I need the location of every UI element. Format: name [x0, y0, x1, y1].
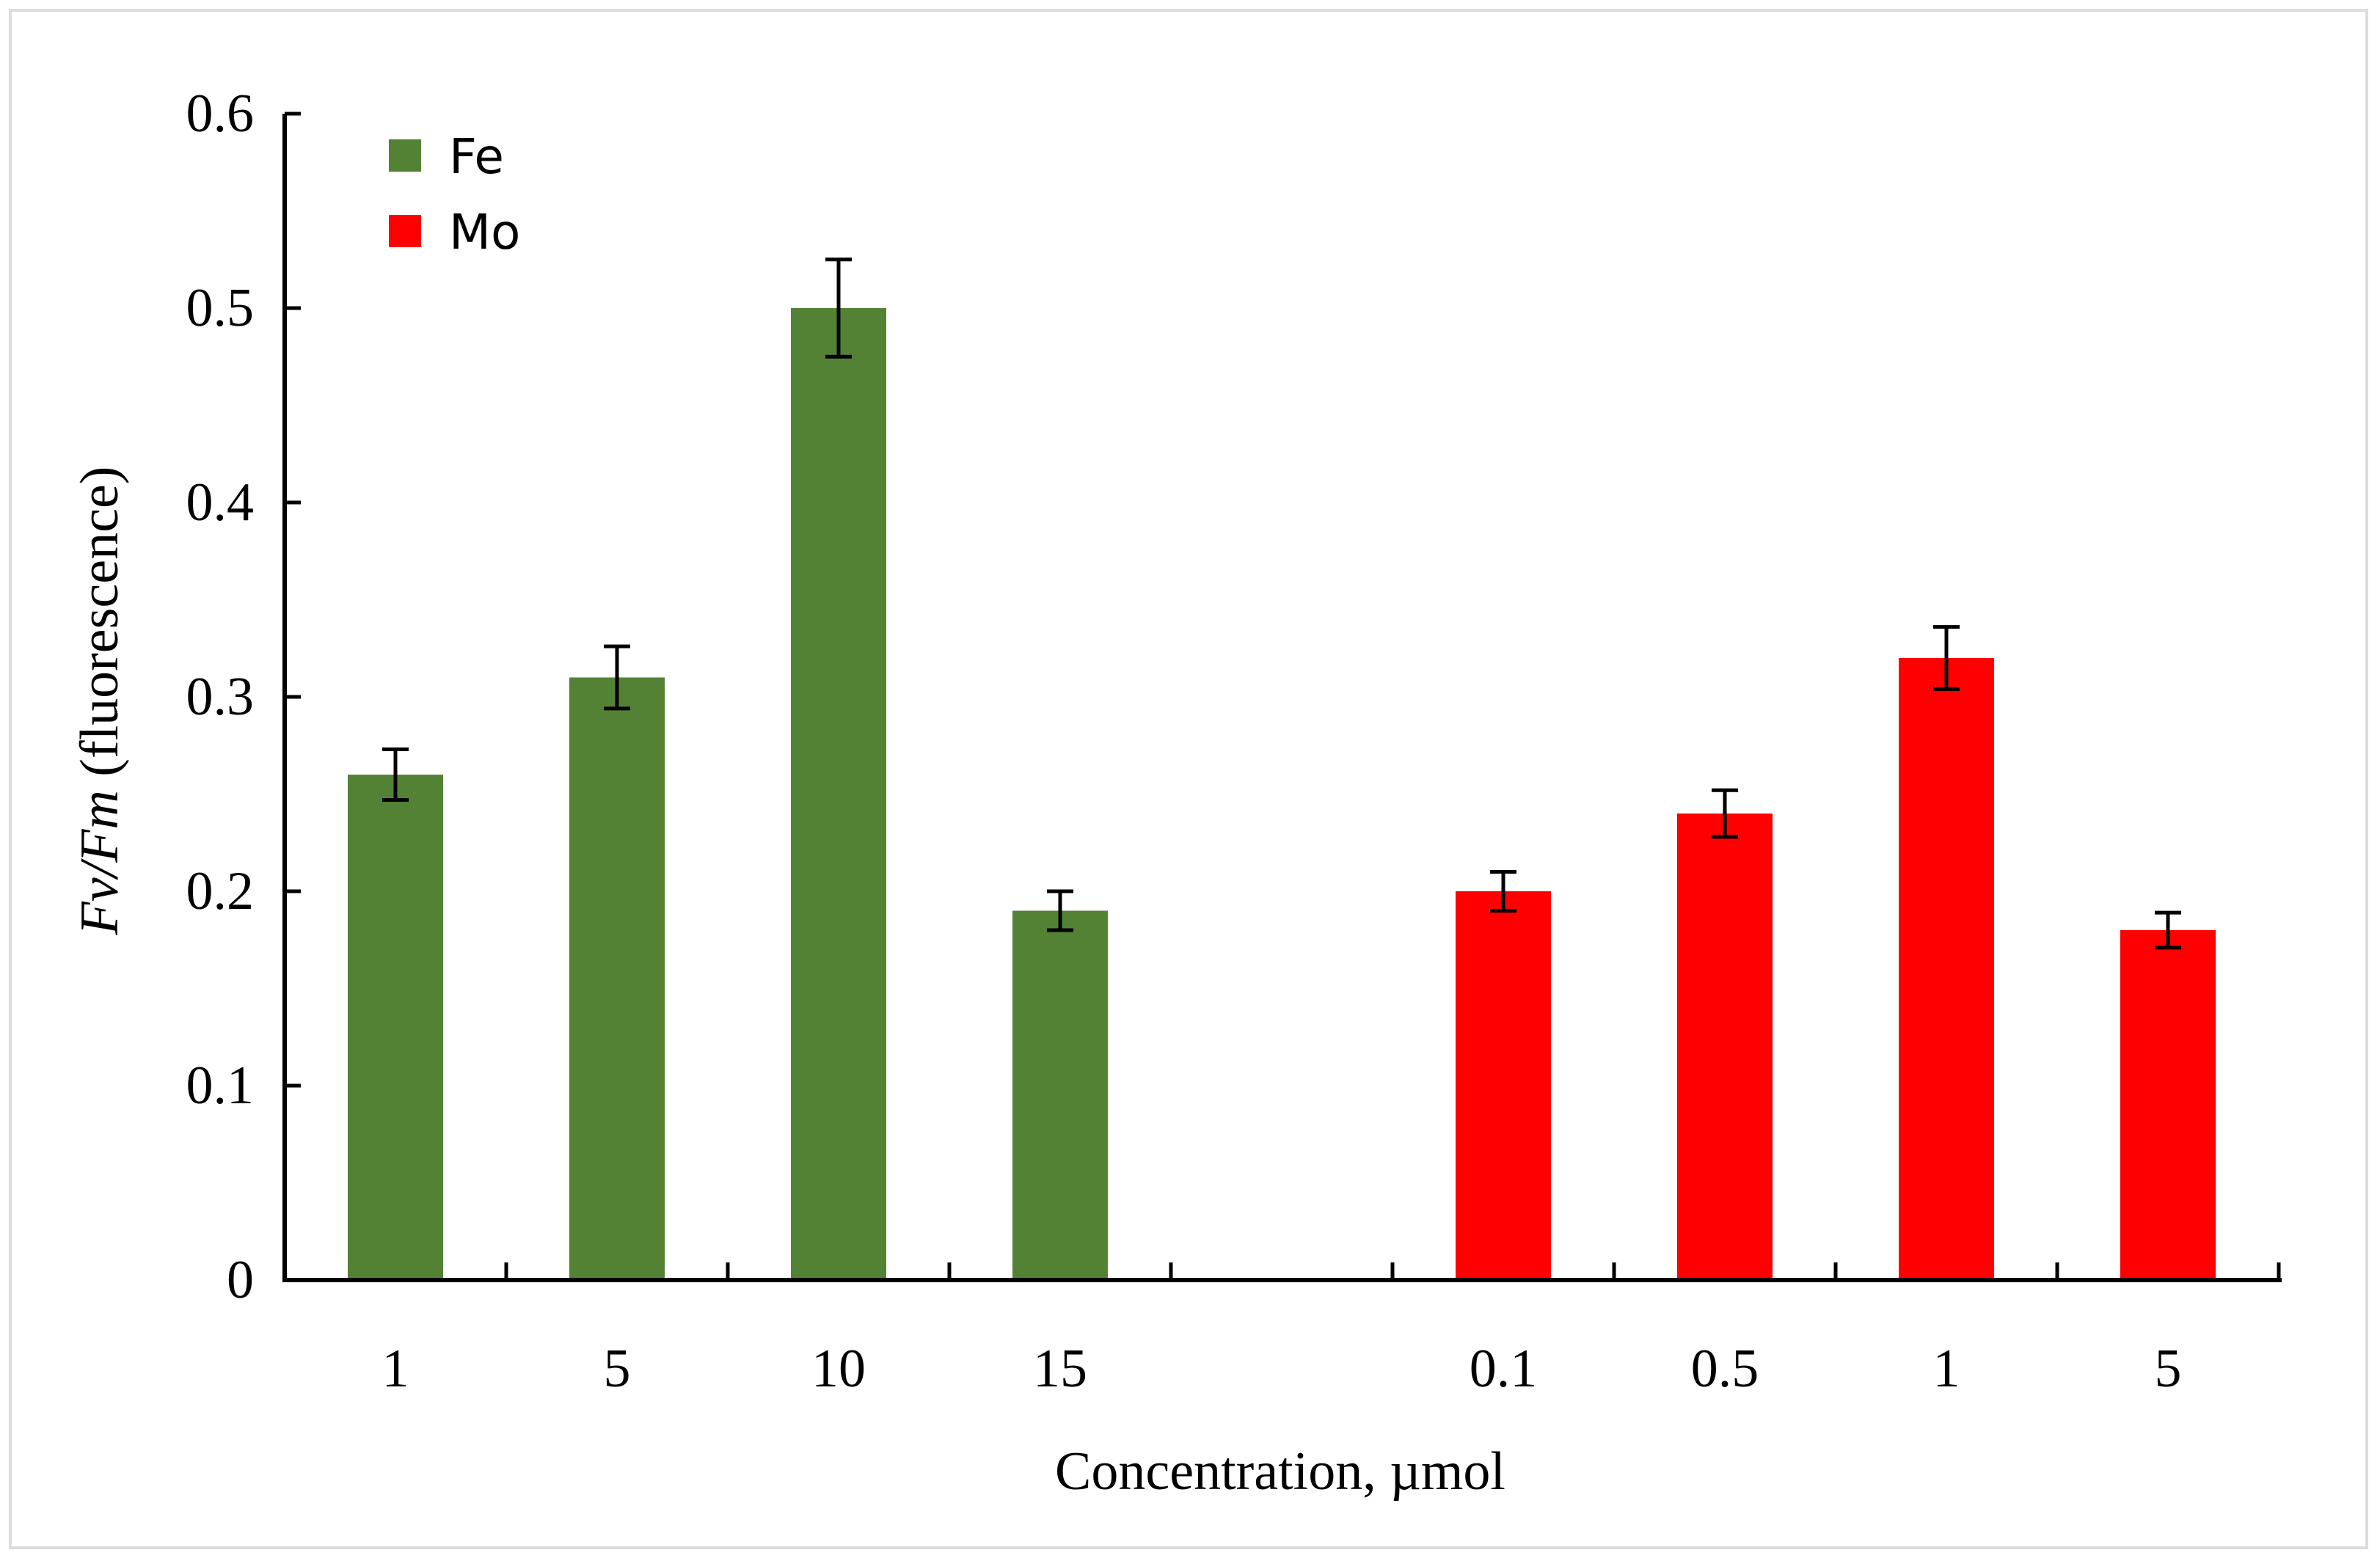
x-tick-label: 5	[604, 1339, 631, 1399]
y-tick-label: 0	[227, 1250, 254, 1310]
bar-mo	[2120, 930, 2216, 1280]
chart-frame	[9, 9, 2368, 1549]
x-tick-label: 15	[1033, 1339, 1087, 1399]
y-axis-title-italic: Fv/Fm	[70, 790, 130, 935]
bar-fe	[1012, 910, 1108, 1280]
x-tick-label: 1	[382, 1339, 409, 1399]
x-axis-title: Concentration, µmol	[1055, 1441, 1505, 1502]
bar-fe	[348, 775, 443, 1280]
bar-fe	[569, 677, 665, 1280]
x-tick-label: 1	[1933, 1339, 1960, 1399]
bar-mo	[1456, 891, 1551, 1280]
bar-mo	[1677, 814, 1773, 1280]
legend-swatch-mo	[389, 215, 421, 247]
bar-fe	[791, 308, 886, 1280]
bars-group	[348, 308, 2216, 1280]
error-bars-group	[382, 257, 2181, 950]
x-tick-label: 5	[2155, 1339, 2182, 1399]
x-tick-label: 10	[811, 1339, 866, 1399]
y-tick-label: 0.4	[186, 472, 255, 533]
y-tick-label: 0.2	[186, 861, 255, 921]
x-ticks-group: 1 5 10 15 0.1 0.5 1 5	[382, 1262, 2281, 1399]
legend: Fe Mo	[389, 128, 520, 260]
x-tick-label: 0.5	[1691, 1339, 1759, 1399]
legend-label-fe: Fe	[449, 128, 504, 185]
y-axis-title-rest: (fluorescence)	[70, 467, 130, 791]
y-tick-label: 0.5	[186, 278, 255, 338]
y-ticks-group: 0 0.1 0.2 0.3 0.4 0.5 0.6	[186, 84, 301, 1310]
y-tick-label: 0.6	[186, 84, 255, 144]
y-tick-label: 0.1	[186, 1056, 255, 1116]
x-tick-label: 0.1	[1470, 1339, 1538, 1399]
legend-swatch-fe	[389, 139, 421, 172]
y-axis-title: Fv/Fm (fluorescence)	[70, 467, 130, 936]
bar-mo	[1899, 658, 1994, 1280]
legend-label-mo: Mo	[449, 204, 520, 260]
y-tick-label: 0.3	[186, 667, 255, 727]
